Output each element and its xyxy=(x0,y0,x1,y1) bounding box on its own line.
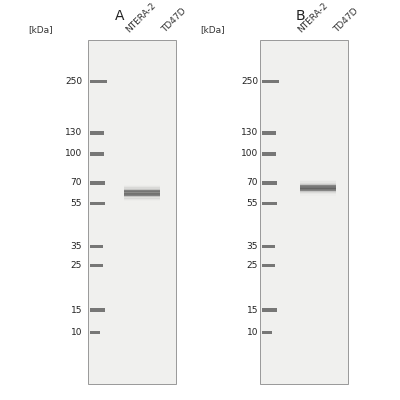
Text: 130: 130 xyxy=(65,128,82,137)
Bar xyxy=(124,194,160,196)
Bar xyxy=(90,331,100,334)
Bar xyxy=(300,182,336,184)
Text: 10: 10 xyxy=(70,328,82,337)
Text: [kDa]: [kDa] xyxy=(28,26,53,34)
Bar xyxy=(260,40,348,384)
Text: 15: 15 xyxy=(246,306,258,314)
Text: 15: 15 xyxy=(70,306,82,314)
Bar xyxy=(300,185,336,190)
Bar xyxy=(262,308,277,312)
Bar xyxy=(300,190,336,192)
Bar xyxy=(300,186,336,188)
Text: 35: 35 xyxy=(246,242,258,251)
Bar xyxy=(124,186,160,188)
Bar xyxy=(124,199,160,201)
Bar xyxy=(124,196,160,199)
Bar xyxy=(124,198,160,200)
Text: NTERA-2: NTERA-2 xyxy=(124,0,158,34)
Bar xyxy=(300,180,336,183)
Bar xyxy=(124,185,160,187)
Bar xyxy=(90,308,105,312)
Bar xyxy=(262,202,277,206)
Bar xyxy=(90,264,103,267)
Text: 100: 100 xyxy=(65,149,82,158)
Text: 130: 130 xyxy=(241,128,258,137)
Bar xyxy=(90,202,105,206)
Bar xyxy=(88,40,176,384)
Text: TD47D: TD47D xyxy=(160,6,188,34)
Bar xyxy=(262,131,276,135)
Text: 250: 250 xyxy=(241,77,258,86)
Bar xyxy=(124,191,160,194)
Bar xyxy=(262,181,277,185)
Bar xyxy=(262,152,276,156)
Text: 25: 25 xyxy=(247,261,258,270)
Text: 25: 25 xyxy=(71,261,82,270)
Bar xyxy=(300,182,336,185)
Bar xyxy=(90,131,104,135)
Text: 100: 100 xyxy=(241,149,258,158)
Bar xyxy=(124,190,160,192)
Bar xyxy=(300,193,336,196)
Text: NTERA-2: NTERA-2 xyxy=(296,0,330,34)
Bar xyxy=(90,245,103,248)
Bar xyxy=(124,192,160,195)
Bar xyxy=(124,195,160,198)
Bar xyxy=(124,188,160,190)
Bar xyxy=(300,184,336,186)
Text: 55: 55 xyxy=(246,199,258,208)
Bar xyxy=(90,80,107,83)
Bar xyxy=(300,192,336,194)
Text: 70: 70 xyxy=(246,178,258,187)
Text: TD47D: TD47D xyxy=(332,6,360,34)
Text: B: B xyxy=(295,9,305,23)
Text: A: A xyxy=(115,9,125,23)
Bar xyxy=(300,191,336,193)
Bar xyxy=(300,187,336,190)
Text: 10: 10 xyxy=(246,328,258,337)
Bar xyxy=(300,185,336,187)
Bar xyxy=(262,245,275,248)
Bar xyxy=(262,264,275,267)
Text: 70: 70 xyxy=(70,178,82,187)
Bar xyxy=(124,189,160,191)
Bar xyxy=(262,331,272,334)
Bar xyxy=(90,181,105,185)
Bar xyxy=(90,152,104,156)
Text: 55: 55 xyxy=(70,199,82,208)
Bar xyxy=(124,190,160,196)
Text: 35: 35 xyxy=(70,242,82,251)
Bar xyxy=(262,80,279,83)
Text: [kDa]: [kDa] xyxy=(200,26,225,34)
Bar xyxy=(300,188,336,191)
Text: 250: 250 xyxy=(65,77,82,86)
